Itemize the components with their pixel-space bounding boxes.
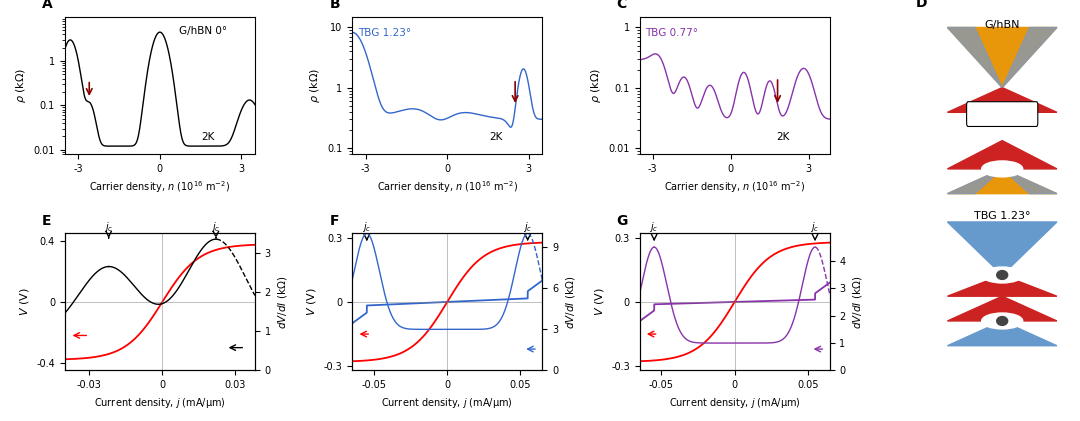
Polygon shape — [947, 275, 1057, 296]
X-axis label: Carrier density, $n$ (10$^{16}$ m$^{-2}$): Carrier density, $n$ (10$^{16}$ m$^{-2}$… — [664, 179, 806, 195]
Y-axis label: $\rho$ (k$\Omega$): $\rho$ (k$\Omega$) — [308, 68, 322, 103]
Y-axis label: $V$ (V): $V$ (V) — [593, 288, 606, 316]
Y-axis label: $V$ (V): $V$ (V) — [17, 288, 30, 316]
Polygon shape — [947, 169, 1002, 194]
Text: $j_c$: $j_c$ — [362, 221, 372, 234]
Text: G: G — [617, 214, 629, 228]
Polygon shape — [947, 169, 1057, 194]
Polygon shape — [947, 296, 1057, 321]
Ellipse shape — [997, 317, 1008, 325]
X-axis label: Current density, $j$ (mA/μm): Current density, $j$ (mA/μm) — [669, 396, 800, 410]
Polygon shape — [947, 27, 1057, 88]
Y-axis label: $\rho$ (k$\Omega$): $\rho$ (k$\Omega$) — [14, 68, 28, 103]
X-axis label: Current density, $j$ (mA/μm): Current density, $j$ (mA/μm) — [381, 396, 513, 410]
Text: C: C — [617, 0, 627, 11]
Text: B: B — [329, 0, 340, 11]
Text: F: F — [329, 214, 339, 228]
Text: $j_c$: $j_c$ — [649, 221, 659, 234]
Y-axis label: $V$ (V): $V$ (V) — [306, 288, 319, 316]
Y-axis label: $dV/dI$ (k$\Omega$): $dV/dI$ (k$\Omega$) — [564, 275, 577, 328]
Ellipse shape — [982, 267, 1023, 283]
Text: G/hBN 0°: G/hBN 0° — [179, 27, 227, 37]
Text: $j_c$: $j_c$ — [523, 221, 532, 234]
Text: TBG 1.23°: TBG 1.23° — [357, 28, 411, 38]
Text: A: A — [42, 0, 53, 11]
Text: TBG 0.77°: TBG 0.77° — [645, 28, 699, 38]
Ellipse shape — [982, 106, 1023, 122]
Y-axis label: $dV/dI$ (k$\Omega$): $dV/dI$ (k$\Omega$) — [851, 275, 864, 328]
Text: G/hBN: G/hBN — [985, 20, 1020, 30]
X-axis label: Current density, $j$ (mA/μm): Current density, $j$ (mA/μm) — [94, 396, 226, 410]
Ellipse shape — [982, 313, 1023, 329]
Polygon shape — [1002, 27, 1057, 88]
Polygon shape — [947, 321, 1057, 346]
X-axis label: Carrier density, $n$ (10$^{16}$ m$^{-2}$): Carrier density, $n$ (10$^{16}$ m$^{-2}$… — [377, 179, 517, 195]
Polygon shape — [1002, 169, 1057, 194]
Text: TBG 1.23°: TBG 1.23° — [974, 211, 1030, 221]
Ellipse shape — [982, 161, 1023, 177]
FancyBboxPatch shape — [967, 102, 1038, 126]
X-axis label: Carrier density, $n$ (10$^{16}$ m$^{-2}$): Carrier density, $n$ (10$^{16}$ m$^{-2}$… — [90, 179, 230, 195]
Ellipse shape — [997, 271, 1008, 280]
Text: 2K: 2K — [777, 132, 789, 142]
Polygon shape — [947, 141, 1057, 169]
Y-axis label: $\rho$ (k$\Omega$): $\rho$ (k$\Omega$) — [589, 68, 603, 103]
Polygon shape — [947, 222, 1057, 275]
Text: 2K: 2K — [489, 132, 502, 142]
Y-axis label: $dV/dI$ (k$\Omega$): $dV/dI$ (k$\Omega$) — [276, 275, 289, 328]
Text: $j_c$: $j_c$ — [104, 220, 113, 234]
Text: $j_c$: $j_c$ — [810, 221, 820, 234]
Text: 2K: 2K — [202, 132, 215, 142]
Text: E: E — [42, 214, 52, 228]
Text: $j_c$: $j_c$ — [212, 220, 220, 234]
Text: D: D — [916, 0, 928, 10]
Polygon shape — [947, 88, 1057, 112]
Polygon shape — [947, 27, 1002, 88]
